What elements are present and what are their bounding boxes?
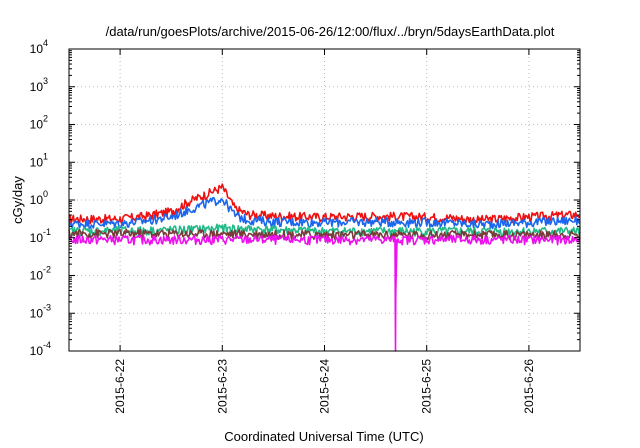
y-tick-label: 10 2 xyxy=(30,114,48,132)
y-tick-exponent: -2 xyxy=(43,265,51,275)
x-tick-label: 2015-6-22 xyxy=(113,359,127,414)
chart-title: /data/run/goesPlots/archive/2015-06-26/1… xyxy=(106,24,555,39)
y-tick-base: 10 xyxy=(30,193,44,207)
y-tick-exponent: -3 xyxy=(43,302,51,312)
y-tick-label: 10 1 xyxy=(30,151,48,169)
x-tick-label: 2015-6-26 xyxy=(522,359,536,414)
y-tick-label: 10 3 xyxy=(30,76,48,94)
y-tick-exponent: 4 xyxy=(43,38,48,48)
y-tick-label: 10 -4 xyxy=(30,340,51,358)
y-tick-base: 10 xyxy=(30,306,44,320)
y-tick-base: 10 xyxy=(30,80,44,94)
y-tick-base: 10 xyxy=(30,155,44,169)
x-tick-label: 2015-6-23 xyxy=(215,359,229,414)
y-tick-label: 10 -3 xyxy=(30,302,51,320)
y-tick-exponent: 2 xyxy=(43,114,48,124)
y-tick-exponent: 0 xyxy=(43,189,48,199)
series-group xyxy=(68,183,581,352)
y-tick-base: 10 xyxy=(30,344,44,358)
y-tick-base: 10 xyxy=(30,231,44,245)
series-line xyxy=(68,234,581,352)
y-tick-exponent: 3 xyxy=(43,76,48,86)
y-tick-exponent: -1 xyxy=(43,227,51,237)
y-tick-exponent: 1 xyxy=(43,151,48,161)
y-axis-label: cGy/day xyxy=(10,176,25,224)
y-tick-base: 10 xyxy=(30,118,44,132)
y-tick-exponent: -4 xyxy=(43,340,51,350)
y-tick-label: 10 -1 xyxy=(30,227,51,245)
series-line xyxy=(68,196,581,230)
y-tick-label: 10 0 xyxy=(30,189,48,207)
y-tick-label: 10 4 xyxy=(30,38,48,56)
x-axis-label: Coordinated Universal Time (UTC) xyxy=(224,429,423,444)
x-tick-label: 2015-6-24 xyxy=(318,359,332,414)
y-tick-base: 10 xyxy=(30,269,44,283)
y-tick-base: 10 xyxy=(30,42,44,56)
series-line xyxy=(68,183,581,226)
grid xyxy=(69,48,580,352)
y-tick-label: 10 -2 xyxy=(30,265,51,283)
x-tick-label: 2015-6-25 xyxy=(420,359,434,414)
